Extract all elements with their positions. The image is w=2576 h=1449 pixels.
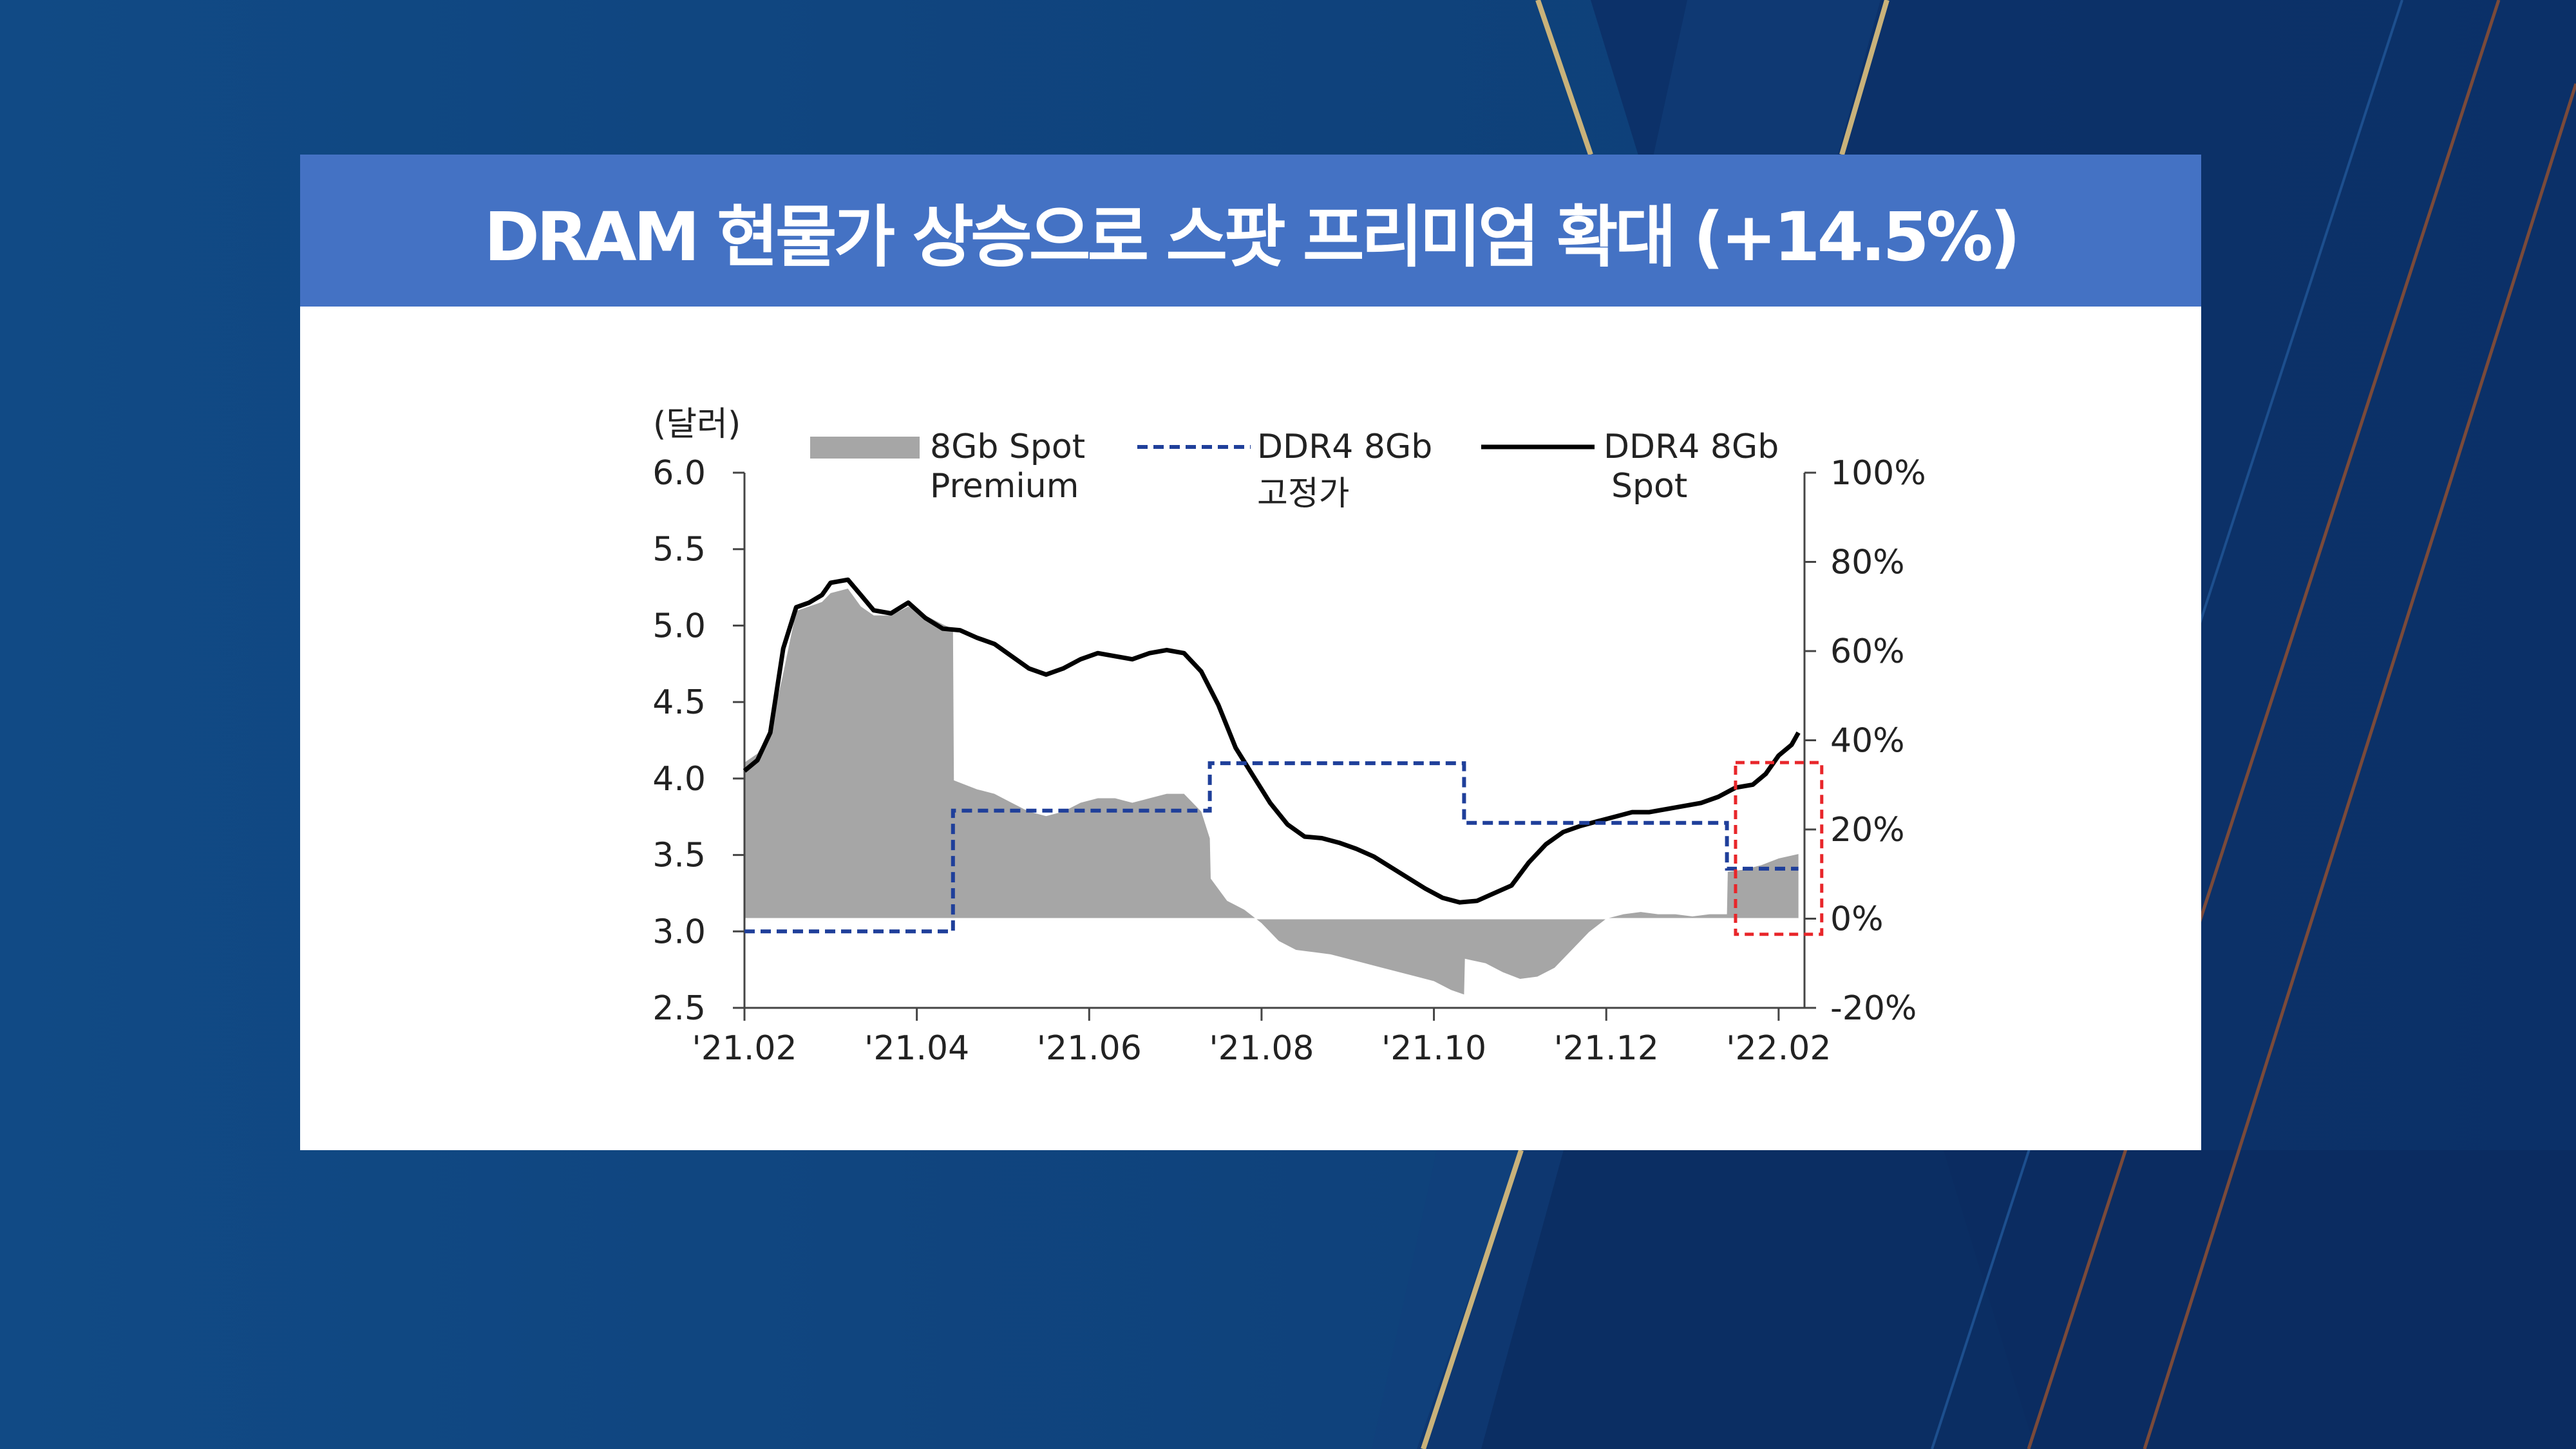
chart-title: DRAM 현물가 상승으로 스팟 프리미엄 확대 (+14.5%) <box>484 197 2021 276</box>
left-tick-label: 4.0 <box>652 760 706 799</box>
series-spot-price-line <box>743 577 1801 905</box>
legend-label-spot-2: Spot <box>1611 467 1687 506</box>
x-tick-label: '21.08 <box>1209 1029 1314 1068</box>
x-tick-label: '21.04 <box>864 1029 969 1068</box>
axes-layer: 6.0 5.5 5.0 4.5 4.0 3.5 3.0 2.5 (달러) 100% 80% 60% 40… <box>652 405 1926 1068</box>
legend-label-fixed-1: DDR4 8Gb <box>1257 428 1432 466</box>
title-bar: DRAM 현물가 상승으로 스팟 프리미엄 확대 (+14.5%) <box>300 155 2201 307</box>
x-tick-label: '22.02 <box>1726 1029 1831 1068</box>
series-fixed-price-line <box>744 761 1799 934</box>
right-tick-label: 80% <box>1830 544 1905 582</box>
x-tick-label: '21.02 <box>692 1029 797 1068</box>
right-tick-label: 60% <box>1830 632 1905 671</box>
right-tick-label: 40% <box>1830 722 1905 761</box>
left-axis-unit: (달러) <box>653 405 741 444</box>
left-tick-label: 5.5 <box>652 531 706 569</box>
left-tick-label: 3.5 <box>652 837 706 875</box>
chart-card: DRAM 현물가 상승으로 스팟 프리미엄 확대 (+14.5%) 6.0 5.5… <box>300 155 2201 1150</box>
legend-swatch-premium <box>810 437 920 459</box>
gold-stripe-lower <box>1421 1149 1524 1449</box>
premium-area-layer <box>744 589 1799 995</box>
lines-layer <box>743 577 1801 934</box>
legend-label-spot-1: DDR4 8Gb <box>1604 428 1779 466</box>
left-tick-label: 5.0 <box>652 607 706 645</box>
highlight-box <box>1734 761 1824 936</box>
x-tick-label: '21.12 <box>1554 1029 1659 1068</box>
left-tick-label: 2.5 <box>652 989 706 1028</box>
left-tick-label: 6.0 <box>652 454 706 493</box>
gold-stripe-upper-2 <box>1839 0 1889 156</box>
right-tick-label: 100% <box>1830 454 1926 493</box>
left-tick-label: 3.0 <box>652 913 706 951</box>
right-tick-label: 20% <box>1830 811 1905 849</box>
legend-label-premium-1: 8Gb Spot <box>930 428 1085 466</box>
legend-label-fixed-2: 고정가 <box>1257 475 1350 513</box>
x-tick-label: '21.10 <box>1381 1029 1486 1068</box>
x-tick-label: '21.06 <box>1037 1029 1142 1068</box>
highlight-layer <box>1734 761 1824 936</box>
gold-stripe-upper <box>1535 0 1593 156</box>
legend-label-premium-2: Premium <box>930 467 1079 506</box>
right-tick-label: 0% <box>1830 900 1884 939</box>
brown-stripe-2 <box>2143 83 2576 1449</box>
left-tick-label: 4.5 <box>652 683 706 722</box>
series-premium-area <box>744 589 1799 995</box>
brown-stripe-1 <box>2027 0 2501 1449</box>
right-tick-label: -20% <box>1830 989 1917 1028</box>
dark-panel-bottom-right <box>1417 1150 2576 1449</box>
chart: 6.0 5.5 5.0 4.5 4.0 3.5 3.0 2.5 (달러) 100% 80% 60% 40… <box>652 405 1926 1068</box>
